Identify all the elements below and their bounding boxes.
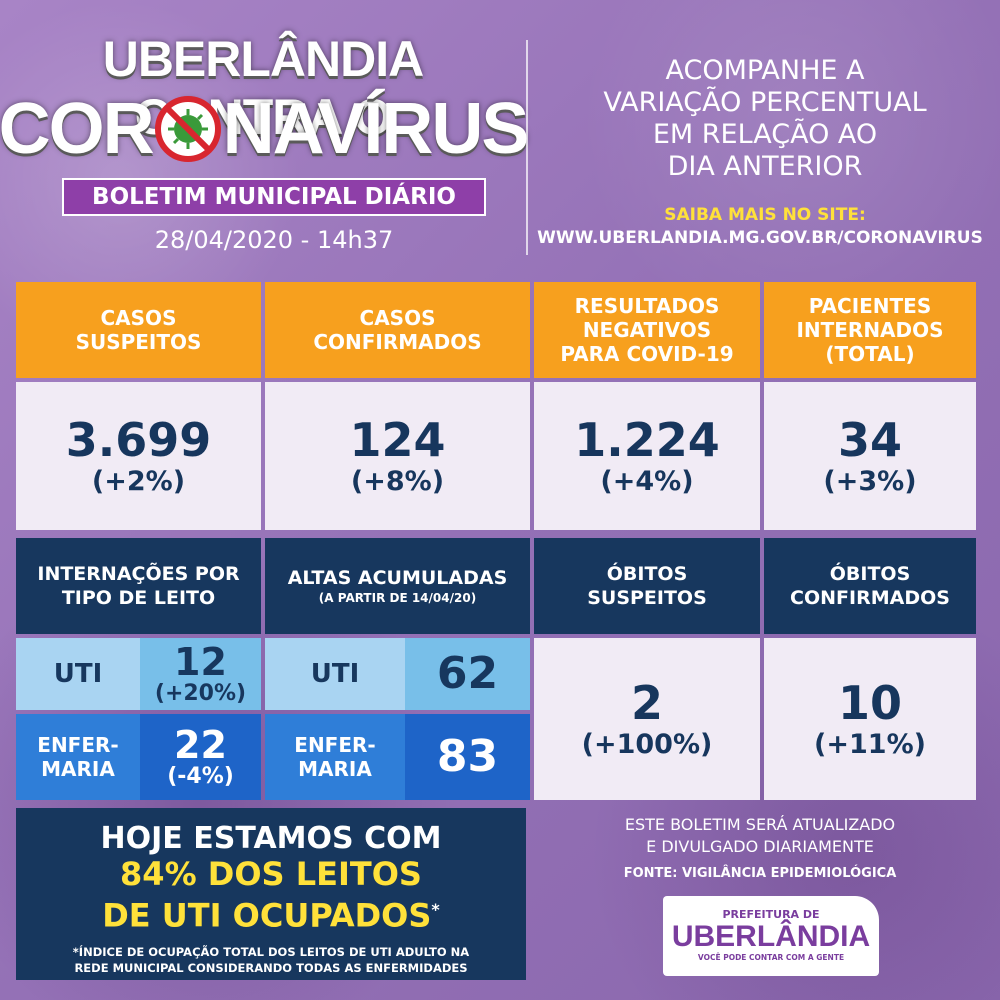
suspected-cases-value-cell: 3.699 (+2%) bbox=[16, 382, 261, 530]
internacoes-uti-label: UTI bbox=[16, 638, 140, 710]
confirmed-deaths-change: (+11%) bbox=[814, 729, 926, 760]
internacoes-header: INTERNAÇÕES POR TIPO DE LEITO bbox=[16, 538, 261, 634]
occupancy-note: *ÍNDICE DE OCUPAÇÃO TOTAL DOS LEITOS DE … bbox=[16, 944, 526, 976]
variation-heading-line: VARIAÇÃO PERCENTUAL bbox=[603, 87, 927, 118]
altas-uti-value: 62 bbox=[436, 648, 499, 699]
header-label: ÓBITOS bbox=[829, 563, 911, 585]
label-line: MARIA bbox=[298, 757, 372, 781]
suspected-cases-change: (+2%) bbox=[91, 466, 186, 497]
header-label: ÓBITOS bbox=[606, 563, 688, 585]
header-label: PARA COVID-19 bbox=[560, 342, 734, 366]
header-label: NEGATIVOS bbox=[582, 318, 712, 342]
label-line: ENFER- bbox=[37, 733, 119, 757]
title-line-2-end: NAVÍRUS bbox=[222, 89, 530, 169]
header-label: SUSPEITOS bbox=[587, 587, 707, 609]
suspected-cases-value: 3.699 bbox=[65, 413, 212, 467]
altas-enfermaria-value: 83 bbox=[436, 731, 499, 782]
confirmed-deaths-header: ÓBITOS CONFIRMADOS bbox=[764, 538, 976, 634]
hospitalized-value-cell: 34 (+3%) bbox=[764, 382, 976, 530]
header-label: TIPO DE LEITO bbox=[61, 587, 216, 609]
suspected-deaths-value: 2 bbox=[630, 676, 663, 730]
logo-tagline: VOCÊ PODE CONTAR COM A GENTE bbox=[697, 953, 845, 962]
variation-heading: ACOMPANHE A VARIAÇÃO PERCENTUAL EM RELAÇ… bbox=[545, 55, 985, 183]
header-label: INTERNAÇÕES POR bbox=[37, 563, 240, 585]
prefeitura-logo: PREFEITURA DE UBERLÂNDIA VOCÊ PODE CONTA… bbox=[663, 896, 879, 976]
label-line: MARIA bbox=[41, 757, 115, 781]
occupancy-line-3: DE UTI OCUPADOS* bbox=[16, 892, 526, 934]
internacoes-enfermaria-change: (-4%) bbox=[167, 764, 234, 789]
title-line-2: COR NAVÍRUS bbox=[0, 88, 529, 170]
uti-occupancy-box: HOJE ESTAMOS COM 84% DOS LEITOS DE UTI O… bbox=[16, 808, 526, 980]
internacoes-uti-cell: 12 (+20%) bbox=[140, 638, 261, 710]
suspected-deaths-header: ÓBITOS SUSPEITOS bbox=[534, 538, 760, 634]
hospitalized-change: (+3%) bbox=[823, 466, 917, 497]
header-label: CONFIRMADOS bbox=[790, 587, 950, 609]
source-label: FONTE: VIGILÂNCIA EPIDEMIOLÓGICA bbox=[623, 866, 897, 881]
occupancy-line-3-text: DE UTI OCUPADOS bbox=[102, 896, 432, 935]
header-sublabel: (A PARTIR DE 14/04/20) bbox=[318, 591, 477, 605]
internacoes-enfermaria-cell: 22 (-4%) bbox=[140, 714, 261, 800]
update-notice: ESTE BOLETIM SERÁ ATUALIZADO E DIVULGADO… bbox=[560, 814, 960, 858]
suspected-cases-header: CASOS SUSPEITOS bbox=[16, 282, 261, 378]
header-label: INTERNADOS bbox=[796, 318, 944, 342]
hospitalized-header: PACIENTES INTERNADOS (TOTAL) bbox=[764, 282, 976, 378]
header-label: CONFIRMADOS bbox=[313, 330, 482, 354]
header-divider bbox=[526, 40, 528, 255]
bulletin-date: 28/04/2020 - 14h37 bbox=[154, 226, 394, 254]
altas-header: ALTAS ACUMULADAS (A PARTIR DE 14/04/20) bbox=[265, 538, 530, 634]
internacoes-enfermaria-value: 22 bbox=[174, 723, 227, 767]
title-line-2-start: COR bbox=[0, 89, 155, 169]
logo-prefeitura-text: PREFEITURA DE bbox=[722, 908, 820, 921]
variation-heading-line: ACOMPANHE A bbox=[665, 55, 865, 86]
altas-uti-cell: 62 bbox=[405, 638, 530, 710]
occupancy-note-line: REDE MUNICIPAL CONSIDERANDO TODAS AS ENF… bbox=[74, 960, 468, 975]
suspected-deaths-change: (+100%) bbox=[581, 729, 713, 760]
confirmed-deaths-value: 10 bbox=[837, 676, 902, 730]
confirmed-cases-value: 124 bbox=[349, 413, 446, 467]
confirmed-cases-value-cell: 124 (+8%) bbox=[265, 382, 530, 530]
more-info-label: SAIBA MAIS NO SITE: bbox=[664, 205, 866, 225]
hospitalized-value: 34 bbox=[837, 413, 902, 467]
occupancy-asterisk: * bbox=[431, 900, 440, 919]
occupancy-note-line: *ÍNDICE DE OCUPAÇÃO TOTAL DOS LEITOS DE … bbox=[72, 944, 470, 959]
header-label: RESULTADOS bbox=[574, 294, 720, 318]
header-label: ALTAS ACUMULADAS bbox=[287, 567, 508, 589]
update-notice-line: ESTE BOLETIM SERÁ ATUALIZADO bbox=[624, 815, 896, 834]
negative-results-change: (+4%) bbox=[600, 466, 694, 497]
header-label: CASOS bbox=[100, 306, 177, 330]
confirmed-cases-change: (+8%) bbox=[350, 466, 445, 497]
update-notice-line: E DIVULGADO DIARIAMENTE bbox=[646, 837, 874, 856]
header-label: CASOS bbox=[359, 306, 436, 330]
occupancy-line-1: HOJE ESTAMOS COM bbox=[100, 821, 442, 856]
negative-results-value: 1.224 bbox=[574, 413, 720, 467]
no-virus-icon bbox=[154, 96, 221, 162]
confirmed-deaths-value-cell: 10 (+11%) bbox=[764, 638, 976, 800]
logo-city-text: UBERLÂNDIA bbox=[671, 920, 871, 953]
altas-enfermaria-label: ENFER- MARIA bbox=[265, 714, 405, 800]
suspected-deaths-value-cell: 2 (+100%) bbox=[534, 638, 760, 800]
confirmed-cases-header: CASOS CONFIRMADOS bbox=[265, 282, 530, 378]
internacoes-uti-value: 12 bbox=[174, 640, 227, 684]
website-link[interactable]: WWW.UBERLANDIA.MG.GOV.BR/CORONAVIRUS bbox=[537, 228, 983, 248]
header-label: PACIENTES bbox=[808, 294, 932, 318]
negative-results-value-cell: 1.224 (+4%) bbox=[534, 382, 760, 530]
label-line: ENFER- bbox=[294, 733, 376, 757]
internacoes-uti-change: (+20%) bbox=[154, 681, 247, 706]
altas-uti-label: UTI bbox=[265, 638, 405, 710]
bulletin-badge: BOLETIM MUNICIPAL DIÁRIO bbox=[62, 178, 486, 216]
header-label: SUSPEITOS bbox=[75, 330, 202, 354]
occupancy-line-2: 84% DOS LEITOS bbox=[120, 855, 422, 893]
internacoes-enfermaria-label: ENFER- MARIA bbox=[16, 714, 140, 800]
variation-heading-line: EM RELAÇÃO AO bbox=[652, 119, 878, 150]
variation-heading-line: DIA ANTERIOR bbox=[667, 151, 863, 182]
header-label: (TOTAL) bbox=[825, 342, 915, 366]
altas-enfermaria-cell: 83 bbox=[405, 714, 530, 800]
negative-results-header: RESULTADOS NEGATIVOS PARA COVID-19 bbox=[534, 282, 760, 378]
